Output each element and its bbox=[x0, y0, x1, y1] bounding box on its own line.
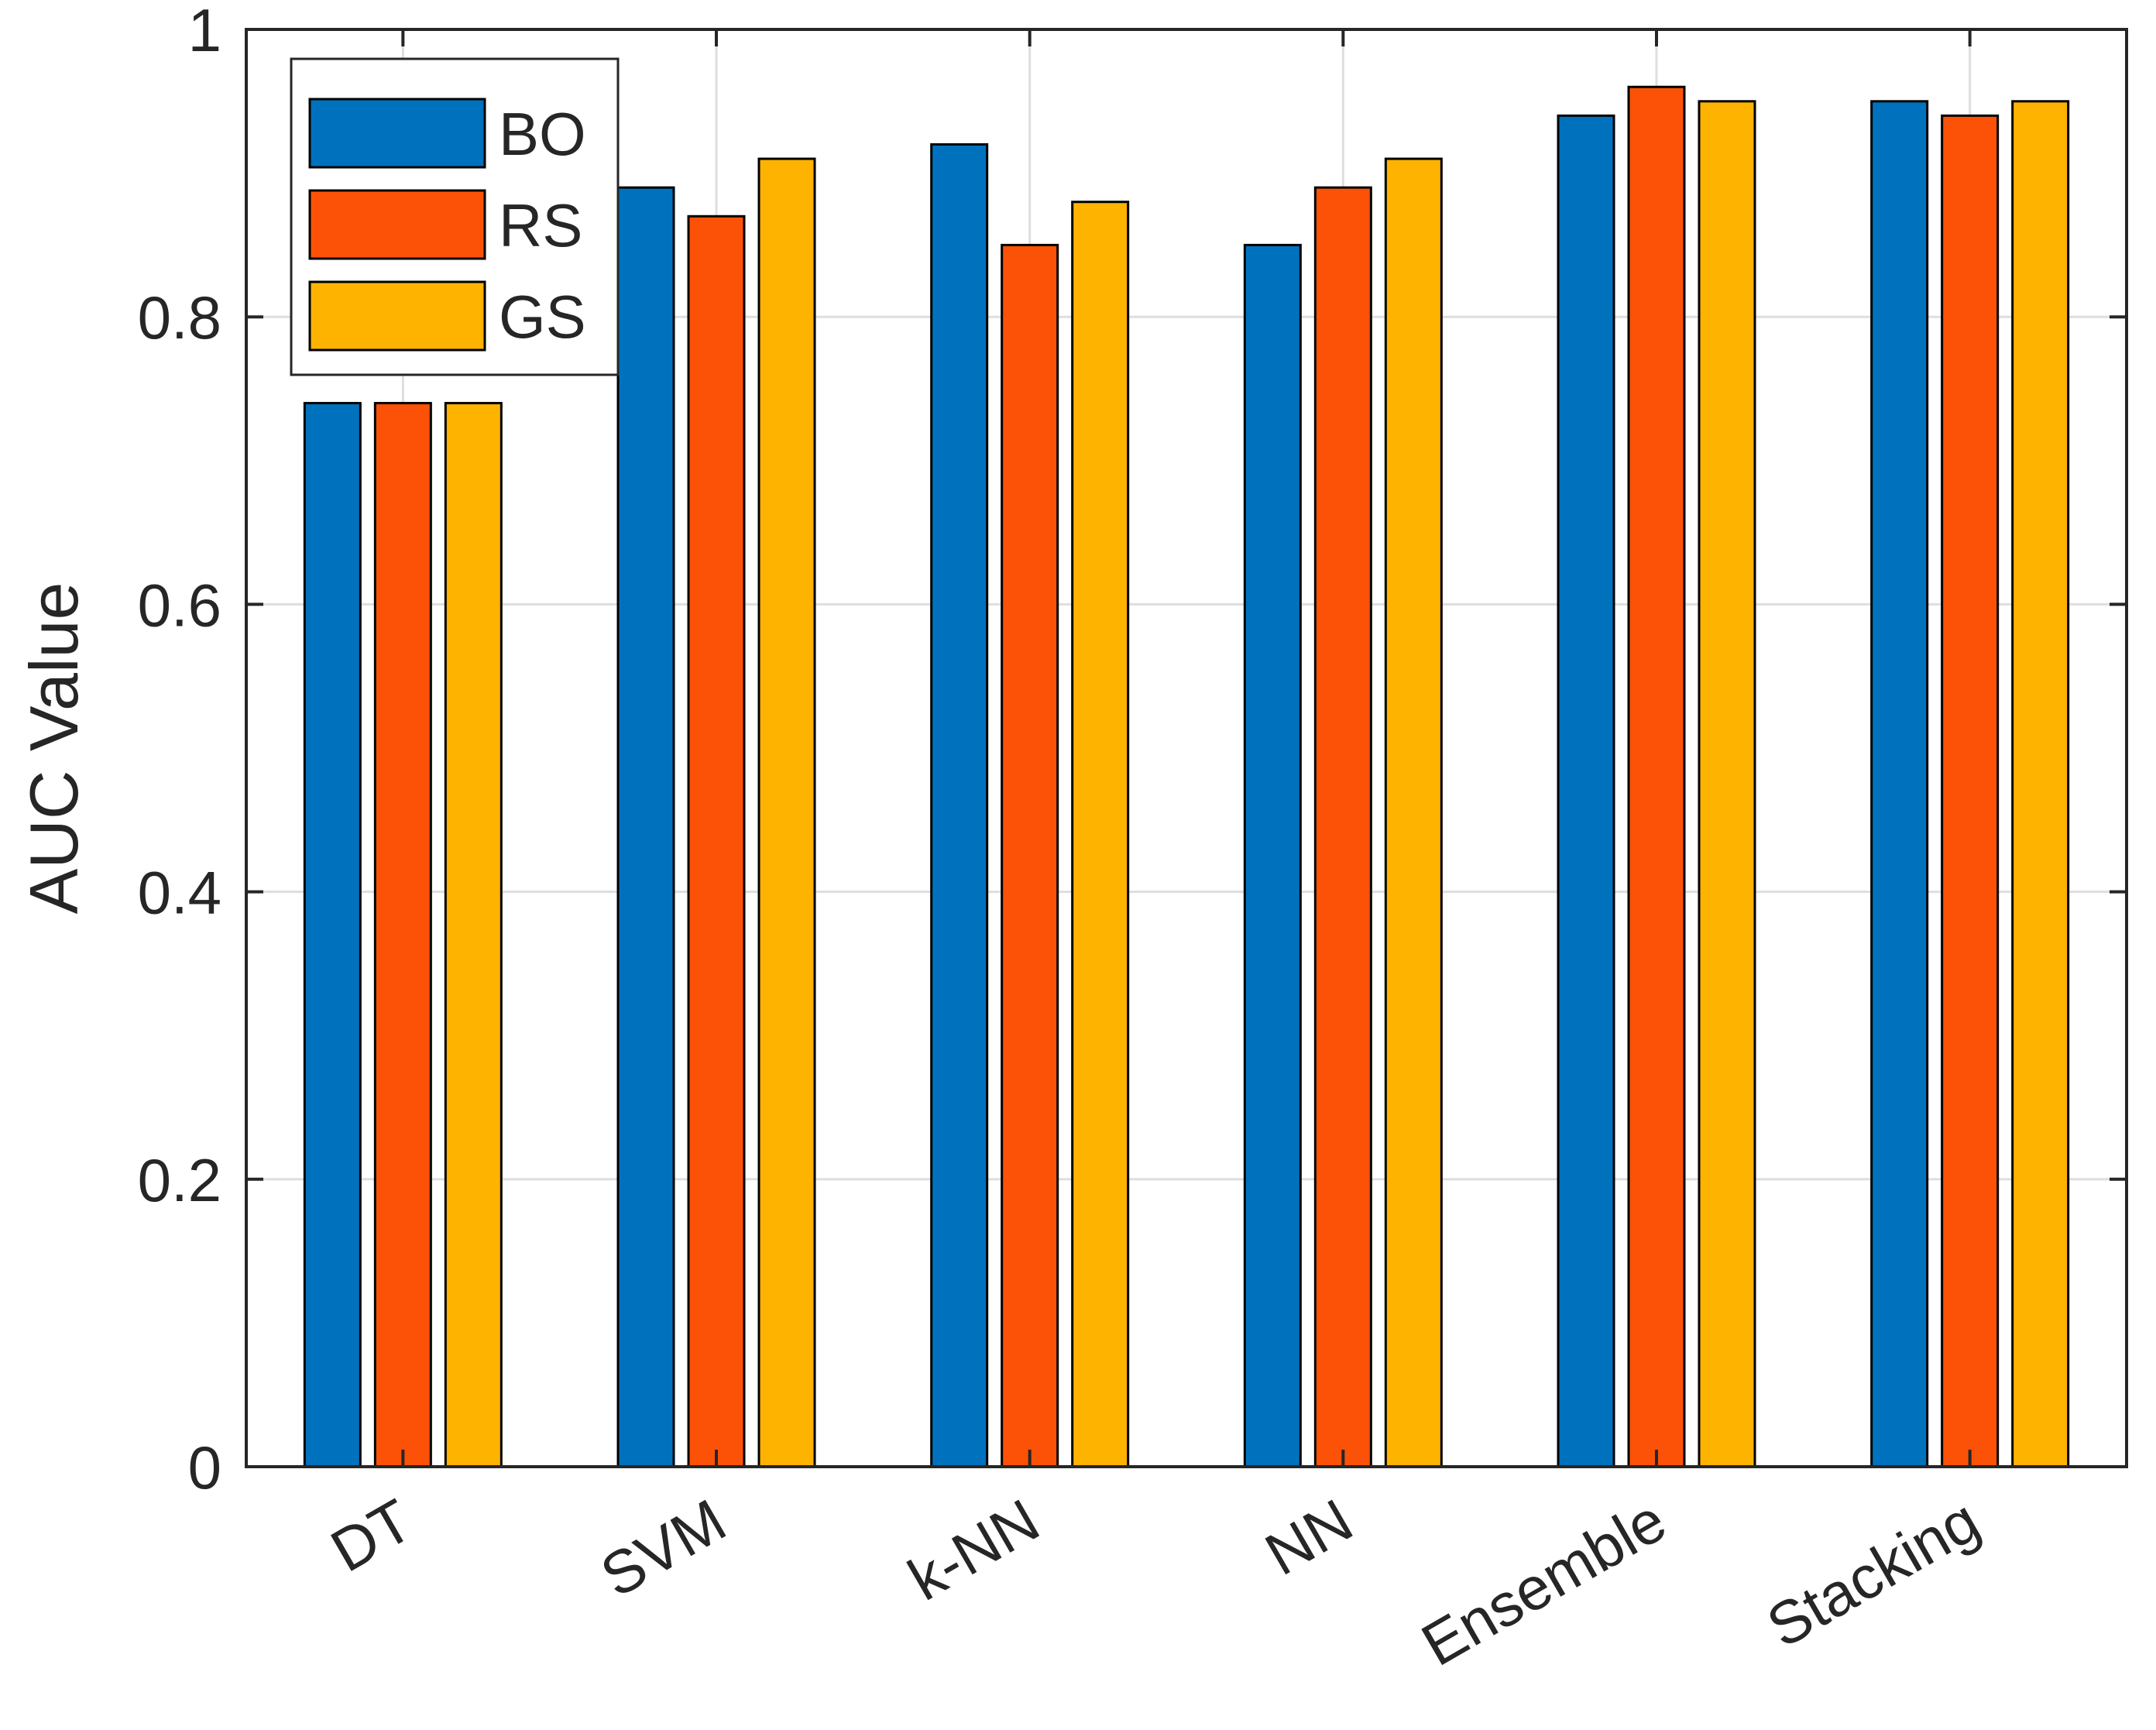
legend: BO RS GS bbox=[290, 57, 620, 376]
y-tick-label: 0.6 bbox=[138, 571, 221, 639]
bar-rs-svm bbox=[687, 215, 746, 1468]
y-axis-title: AUC Value bbox=[15, 582, 92, 915]
bar-rs-nn bbox=[1313, 186, 1372, 1468]
legend-swatch-gs bbox=[308, 280, 486, 352]
legend-swatch-rs bbox=[308, 189, 486, 260]
legend-label-bo: BO bbox=[499, 100, 586, 168]
bar-bo-svm bbox=[616, 186, 675, 1468]
legend-label-gs: GS bbox=[499, 283, 586, 351]
bar-gs-dt bbox=[444, 402, 503, 1468]
bar-gs-nn bbox=[1384, 157, 1443, 1468]
bar-bo-dt bbox=[303, 402, 362, 1468]
bar-gs-svm bbox=[757, 157, 816, 1468]
y-tick-label: 0.2 bbox=[138, 1146, 221, 1214]
bar-rs-stacking bbox=[1941, 114, 2000, 1468]
bar-gs-stacking bbox=[2011, 100, 2070, 1468]
bar-bo-nn bbox=[1243, 243, 1302, 1468]
legend-swatch-bo bbox=[308, 98, 486, 169]
bar-rs-ensemble bbox=[1627, 85, 1686, 1468]
y-tick-label: 0 bbox=[188, 1433, 221, 1502]
bar-rs-k-nn bbox=[1001, 243, 1059, 1468]
y-axis: 0 0.2 0.4 0.6 0.8 1 bbox=[138, 0, 2127, 1502]
bar-group bbox=[303, 85, 2070, 1468]
bar-gs-k-nn bbox=[1071, 201, 1130, 1468]
y-tick-label: 0.8 bbox=[138, 283, 221, 352]
y-tick-label: 0.4 bbox=[138, 859, 221, 927]
y-tick-label: 1 bbox=[188, 0, 221, 64]
plot-frame bbox=[245, 28, 2128, 1468]
legend-label-rs: RS bbox=[499, 191, 582, 259]
bar-bo-k-nn bbox=[930, 142, 989, 1468]
bar-gs-ensemble bbox=[1698, 100, 1756, 1468]
bar-bo-ensemble bbox=[1557, 114, 1615, 1468]
bar-rs-dt bbox=[373, 402, 432, 1468]
bar-bo-stacking bbox=[1870, 100, 1929, 1468]
